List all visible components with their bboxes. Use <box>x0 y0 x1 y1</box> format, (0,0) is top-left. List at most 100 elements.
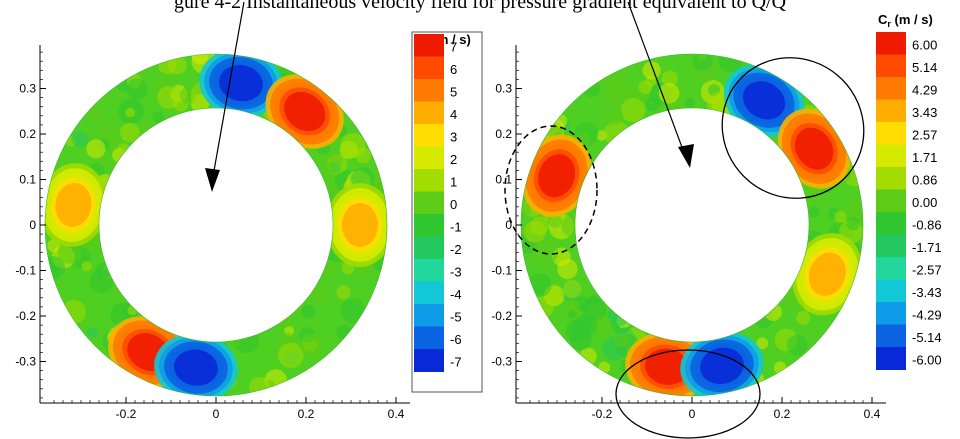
field-blob <box>157 85 181 109</box>
field-blob <box>126 78 149 100</box>
field-blob <box>808 206 820 218</box>
legend-swatch <box>414 34 444 57</box>
field-blob <box>566 298 580 313</box>
y-tick-label: 0.1 <box>19 173 36 187</box>
field-blob <box>567 309 577 319</box>
legend-swatch <box>414 191 444 215</box>
y-tick-label: 0 <box>29 218 36 232</box>
x-tick-label: 0.4 <box>388 407 405 421</box>
colorbar-legend: Cr (m / s) 6.00 5.14 4.29 3.43 2.57 1.71 0.86 0.… <box>868 12 960 392</box>
legend-label: -0.86 <box>912 217 942 232</box>
y-tick-label: -0.1 <box>15 264 36 278</box>
legend-swatch <box>414 214 444 237</box>
legend-swatch <box>876 212 906 235</box>
field-blob <box>574 295 592 313</box>
y-tick-label: 0 <box>505 218 512 232</box>
pointer-arrow <box>211 1 245 183</box>
field-blob <box>340 298 366 324</box>
legend-swatch <box>876 32 906 55</box>
legend-label: 6.00 <box>912 37 937 52</box>
legend-label: 7 <box>450 39 457 54</box>
legend-label: -3 <box>450 264 462 279</box>
legend-label: 2.57 <box>912 127 937 142</box>
y-tick-label: -0.1 <box>491 264 512 278</box>
legend-label: 6 <box>450 62 457 77</box>
field-blob <box>527 273 552 298</box>
annulus-inner-edge <box>98 107 334 343</box>
field-blob <box>786 334 808 356</box>
field-blob <box>692 53 713 71</box>
legend-label: -6 <box>450 332 462 347</box>
legend-label: -2 <box>450 242 462 257</box>
field-blob <box>557 258 578 280</box>
field-hotspot <box>342 203 378 247</box>
field-blob <box>592 316 612 336</box>
legend-swatch <box>876 257 906 280</box>
field-blob <box>86 327 98 339</box>
field-blob <box>805 185 819 198</box>
highlight-ellipse <box>615 349 761 439</box>
field-blob <box>125 107 136 118</box>
y-tick-label: 0.2 <box>19 127 36 141</box>
y-tick-label: 0.3 <box>495 82 512 96</box>
legend-swatch <box>876 302 906 325</box>
field-blob <box>661 70 678 87</box>
y-tick-label: 0.1 <box>495 173 512 187</box>
pointer-arrowhead <box>205 168 220 192</box>
field-blob <box>773 361 787 375</box>
field-blob <box>310 286 328 304</box>
field-hotspot <box>700 347 744 385</box>
highlight-ellipse-dashed <box>504 125 598 255</box>
legend-swatch <box>414 101 444 125</box>
legend-swatch <box>414 259 444 282</box>
legend-swatch <box>876 347 906 370</box>
field-blob <box>520 202 531 220</box>
legend-swatch <box>414 304 444 327</box>
field-blob <box>588 294 601 307</box>
field-blob <box>846 217 860 231</box>
legend-label: 3 <box>450 129 457 144</box>
legend-swatch <box>414 349 444 372</box>
field-hotspot <box>55 183 92 227</box>
x-tick-label: 0.2 <box>298 407 315 421</box>
annulus-inner-edge <box>574 107 810 343</box>
legend-swatch <box>876 54 906 78</box>
field-blob <box>642 61 661 80</box>
legend-label: -1.71 <box>912 240 942 255</box>
pointer-arrow <box>627 1 687 159</box>
field-hotspot <box>808 252 846 296</box>
x-tick-label: 0.2 <box>774 407 791 421</box>
field-hotspot <box>219 65 263 102</box>
y-tick-label: 0.3 <box>19 82 36 96</box>
legend-swatch <box>414 169 444 192</box>
field-blob <box>321 151 342 172</box>
legend-swatch <box>876 234 906 258</box>
field-hotspot <box>794 127 834 170</box>
legend-label: -4 <box>450 287 462 302</box>
field-blob <box>71 131 88 148</box>
field-blob <box>301 304 316 319</box>
legend-label: -3.43 <box>912 285 942 300</box>
y-tick-label: -0.3 <box>491 355 512 369</box>
figure-caption: gure 4-2 Instantaneous velocity field fo… <box>173 0 787 13</box>
field-blob <box>706 92 729 115</box>
legend-label: -7 <box>450 354 462 369</box>
legend-label: 0.86 <box>912 172 937 187</box>
field-blob <box>638 80 653 94</box>
field-blob <box>322 167 335 180</box>
y-tick-label: -0.2 <box>491 309 512 323</box>
field-blob <box>119 122 140 143</box>
y-tick-label: -0.2 <box>15 309 36 323</box>
x-tick-label: -0.2 <box>592 407 613 421</box>
legend-label: -1 <box>450 219 462 234</box>
field-blob <box>613 332 629 348</box>
field-blob <box>602 84 624 106</box>
y-tick-label: 0.2 <box>495 127 512 141</box>
field-hotspot <box>538 154 576 198</box>
field-blob <box>579 347 597 366</box>
pointer-arrowhead <box>678 144 694 168</box>
legend-label: -2.57 <box>912 262 942 277</box>
legend-swatch <box>876 189 906 213</box>
field-hotspot <box>645 348 689 385</box>
